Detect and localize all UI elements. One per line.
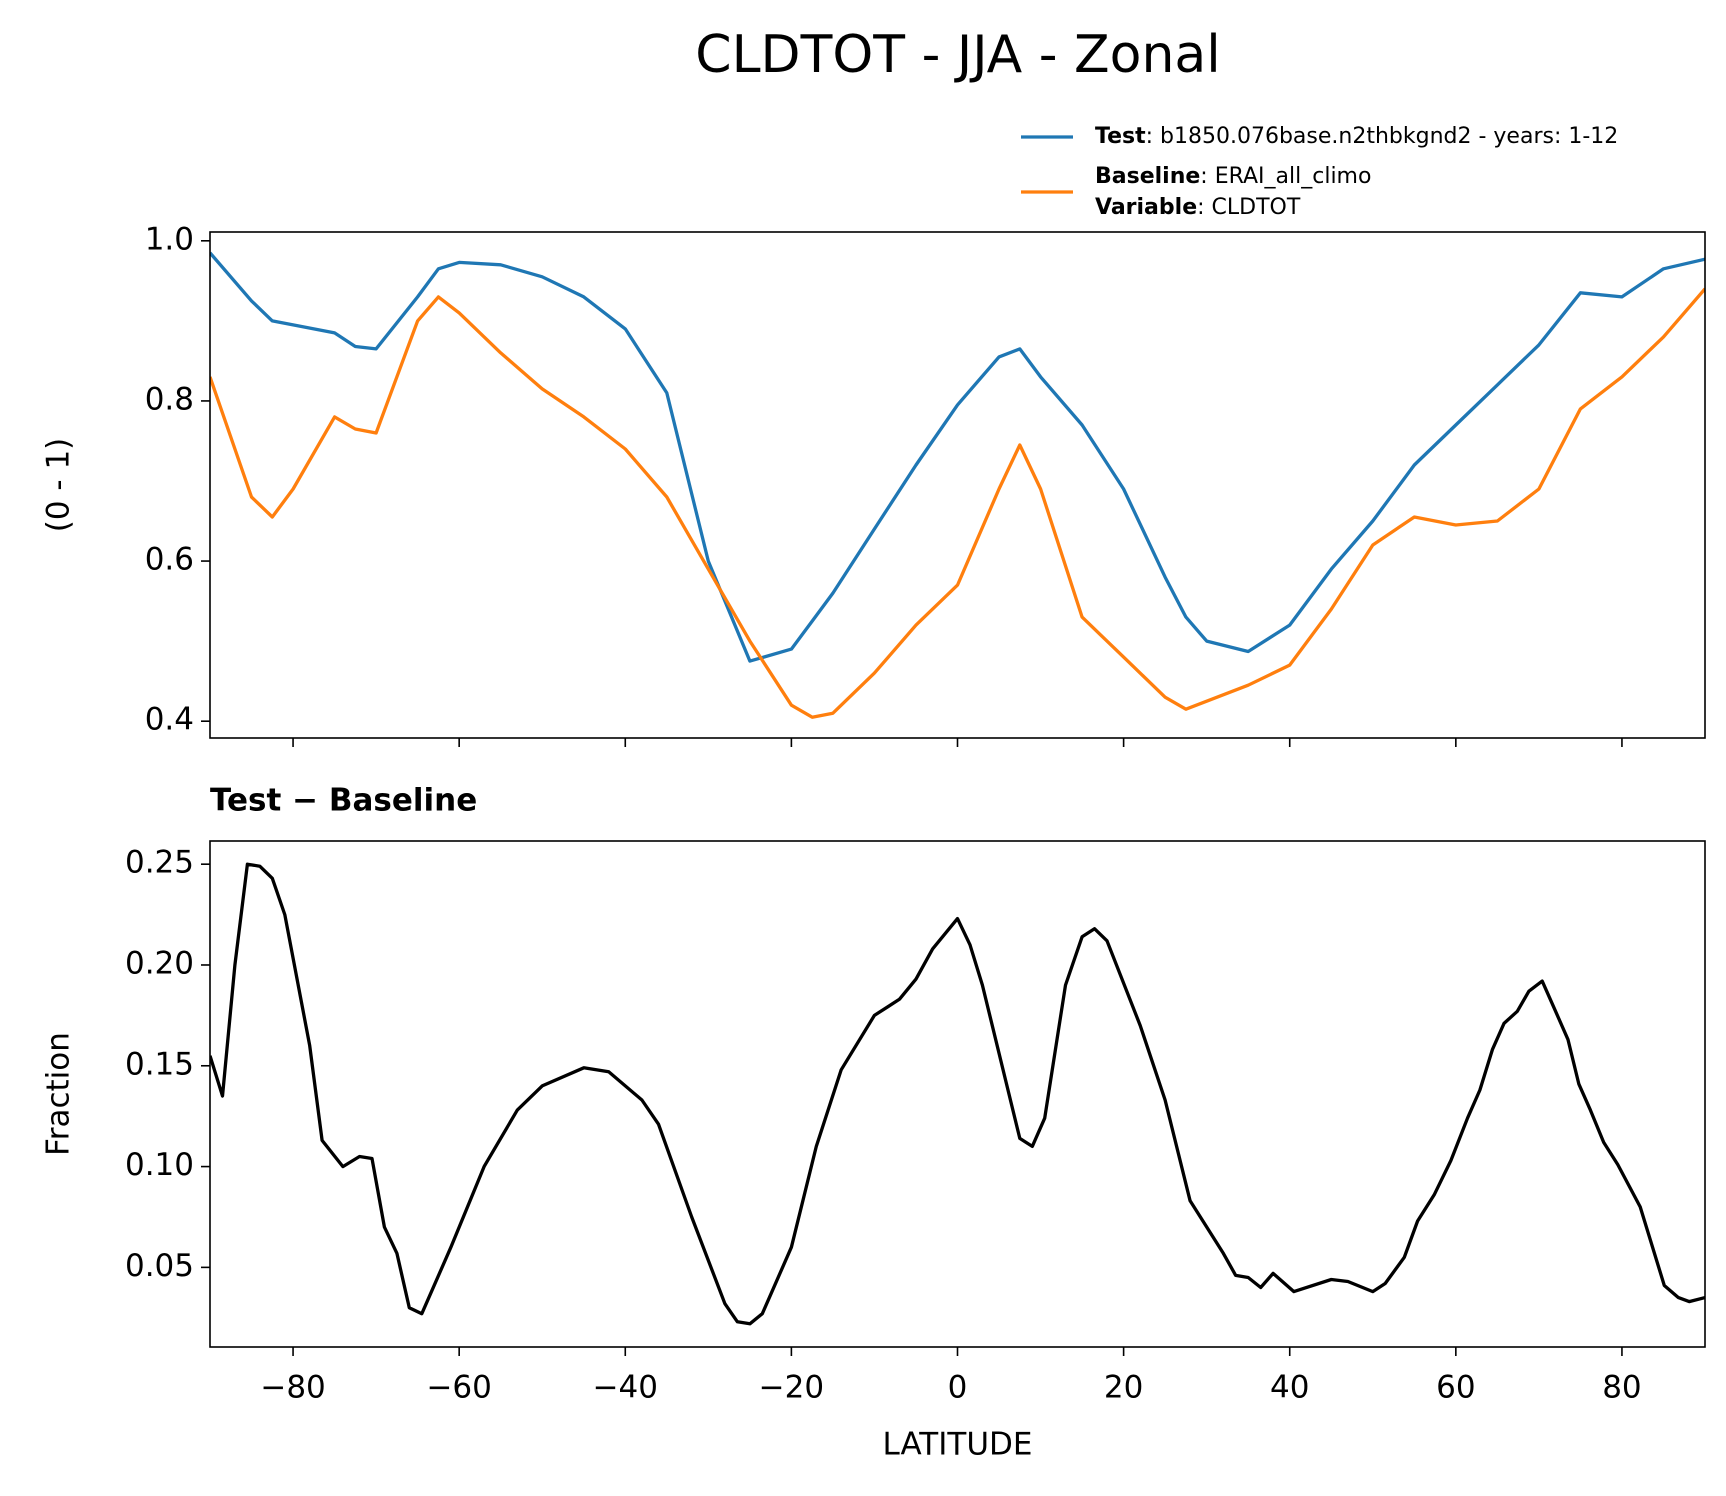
y-tick-label: 0.4 [145,702,194,738]
x-tick-label: 0 [948,1370,968,1406]
legend-label: Test: b1850.076base.n2thbkgnd2 - years: … [1095,124,1618,149]
data-line [210,862,1705,1326]
axes-frame [209,231,1706,739]
legend-description: : ERAI_all_climo [1200,164,1371,189]
x-tick-label: −80 [260,1370,325,1406]
y-tick-label: 1.0 [145,221,194,257]
data-line [210,287,1705,719]
legend-name: Baseline [1095,164,1200,189]
legend-description: : b1850.076base.n2thbkgnd2 - years: 1-12 [1146,124,1619,149]
y-tick-label: 0.20 [125,945,194,981]
data-line [210,251,1705,663]
y-axis-label: (0 - 1) [41,438,77,533]
legend-label: Variable: CLDTOT [1095,195,1301,220]
y-tick-label: 0.6 [145,542,194,578]
x-tick-label: 40 [1270,1370,1309,1406]
axes-title: Test − Baseline [210,783,477,819]
y-tick-label: 0.8 [145,381,194,417]
axes-frame [209,840,1706,1348]
y-tick-label: 0.15 [125,1046,194,1082]
x-tick-label: −40 [593,1370,658,1406]
legend-name: Variable [1095,195,1197,220]
x-tick-label: 80 [1602,1370,1641,1406]
x-axis-label: LATITUDE [883,1427,1033,1463]
x-tick-label: −20 [759,1370,824,1406]
figure-title: CLDTOT - JJA - Zonal [695,25,1220,85]
legend-name: Test [1095,124,1146,149]
x-tick-label: 60 [1436,1370,1475,1406]
x-tick-label: −60 [426,1370,491,1406]
y-tick-label: 0.05 [125,1248,194,1284]
x-tick-label: 20 [1104,1370,1143,1406]
legend-description: : CLDTOT [1197,195,1301,220]
y-tick-label: 0.10 [125,1147,194,1183]
y-axis-label: Fraction [41,1032,77,1156]
y-tick-label: 0.25 [125,845,194,881]
legend-label: Baseline: ERAI_all_climo [1095,164,1371,189]
